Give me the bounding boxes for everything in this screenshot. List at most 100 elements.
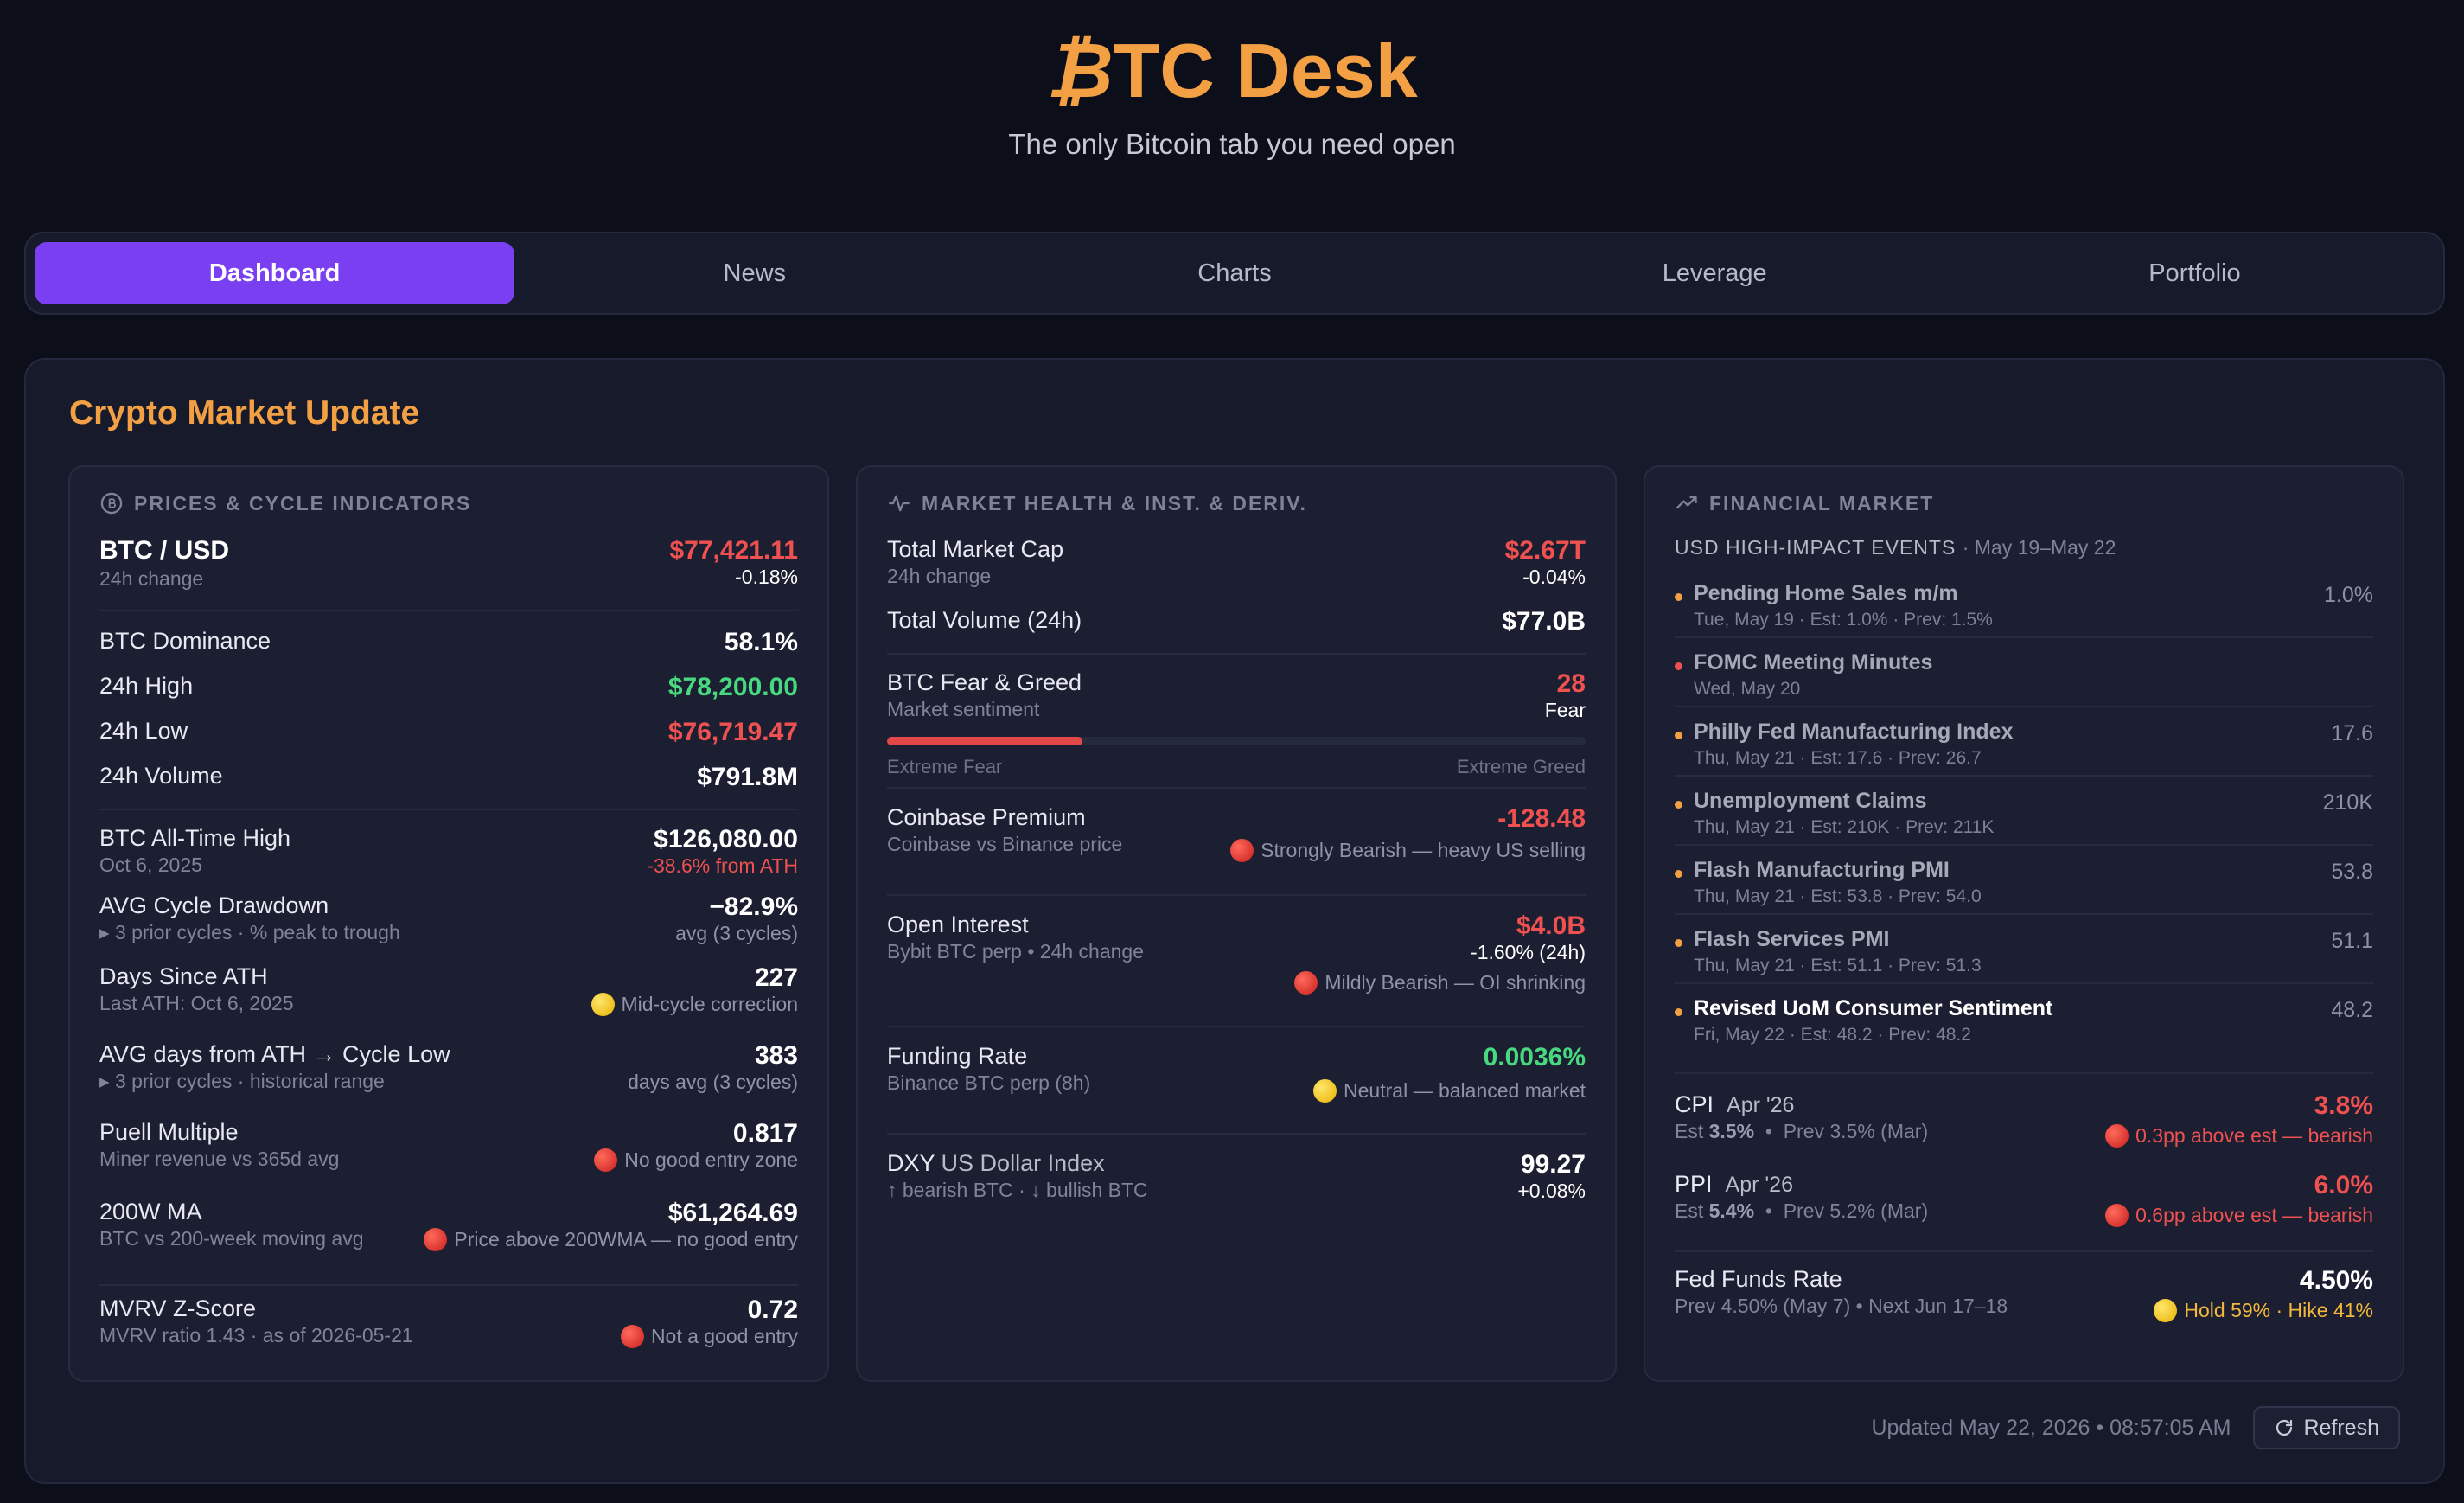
event-item[interactable]: Flash Services PMI Thu, May 21 · Est: 51.… [1675, 927, 2373, 976]
divider [1675, 844, 2373, 846]
event-title: Pending Home Sales m/m [1694, 581, 1958, 605]
events-head-label: USD HIGH-IMPACT EVENTS [1675, 536, 1957, 559]
pair-label: BTC / USD [99, 536, 229, 565]
drawdown-note: avg (3 cycles) [675, 922, 798, 944]
event-item[interactable]: Flash Manufacturing PMI Thu, May 21 · Est… [1675, 858, 2373, 907]
financial-header-label: FINANCIAL MARKET [1709, 491, 1935, 515]
high-label: 24h High [99, 673, 194, 699]
tab-charts[interactable]: Charts [1197, 259, 1272, 287]
dxy-value: 99.27 [1520, 1150, 1586, 1179]
divider [887, 1026, 1586, 1027]
fed-funds-label: Fed Funds Rate [1675, 1266, 1842, 1292]
bitcoin-symbol: ₿ [1046, 28, 1114, 113]
financial-header: FINANCIAL MARKET [1675, 491, 1934, 515]
open-interest-note: Mildly Bearish — OI shrinking [1325, 971, 1586, 994]
event-meta: Thu, May 21 · Est: 53.8 · Prev: 54.0 [1694, 886, 1982, 906]
tab-leverage[interactable]: Leverage [1662, 259, 1767, 287]
event-item[interactable]: Unemployment Claims Thu, May 21 · Est: 21… [1675, 789, 2373, 838]
puell-note: No good entry zone [624, 1148, 798, 1171]
bullet-icon [1675, 801, 1682, 809]
bullet-icon [1675, 870, 1682, 878]
ath-row: BTC All-Time High Oct 6, 2025 $126,080.0… [99, 825, 798, 877]
mcap-row: Total Market Cap 24h change $2.67T -0.04% [887, 536, 1586, 588]
total-volume-label: Total Volume (24h) [887, 607, 1082, 633]
cpi-value: 3.8% [2314, 1091, 2373, 1120]
open-interest-value: $4.0B [1516, 911, 1586, 940]
refresh-button[interactable]: Refresh [2253, 1406, 2400, 1449]
total-volume-value: $77.0B [1502, 607, 1586, 636]
financial-market-panel: FINANCIAL MARKET USD HIGH-IMPACT EVENTS … [1644, 465, 2404, 1382]
open-interest-row: Open Interest Bybit BTC perp • 24h chang… [887, 911, 1586, 995]
event-title: Revised UoM Consumer Sentiment [1694, 996, 2053, 1020]
dominance-row: BTC Dominance 58.1% [99, 628, 798, 656]
cpi-est-label: Est [1675, 1120, 1704, 1142]
high-value: $78,200.00 [667, 673, 798, 701]
dxy-label: DXY [887, 1150, 935, 1176]
ath-label: BTC All-Time High [99, 825, 291, 851]
fed-funds-value: 4.50% [2299, 1266, 2373, 1295]
ma-row: 200W MA BTC vs 200-week moving avg $61,2… [99, 1199, 798, 1251]
caret-right-icon[interactable]: ▸ [99, 1070, 110, 1092]
fear-greed-fill [887, 737, 1083, 745]
mvrv-sub: MVRV ratio 1.43 · as of 2026-05-21 [99, 1324, 413, 1346]
puell-row: Puell Multiple Miner revenue vs 365d avg… [99, 1119, 798, 1172]
fear-greed-value: 28 [1556, 669, 1586, 698]
coinbase-label: Coinbase Premium [887, 804, 1086, 830]
tab-news[interactable]: News [723, 259, 787, 287]
funding-sub: Binance BTC perp (8h) [887, 1071, 1091, 1094]
low-value: $76,719.47 [667, 718, 798, 746]
app-title-text: TC Desk [1113, 28, 1418, 113]
main-tabs: Dashboard News Charts Leverage Portfolio [24, 232, 2445, 315]
drawdown-row: AVG Cycle Drawdown ▸ 3 prior cycles · % … [99, 892, 798, 944]
ath-date: Oct 6, 2025 [99, 854, 202, 876]
divider [1675, 775, 2373, 777]
dxy-change: +0.08% [1517, 1180, 1586, 1202]
days-value: 227 [754, 963, 798, 992]
dominance-value: 58.1% [724, 628, 798, 656]
ma-label: 200W MA [99, 1199, 202, 1225]
red-circle-icon [2105, 1204, 2129, 1227]
events-range: · May 19–May 22 [1962, 536, 2116, 559]
tab-dashboard[interactable]: Dashboard [35, 242, 515, 304]
low-label: 24h Low [99, 718, 188, 744]
pair-sub: 24h change [99, 567, 204, 590]
funding-label: Funding Rate [887, 1043, 1028, 1069]
funding-note: Neutral — balanced market [1344, 1079, 1586, 1102]
volume-row: 24h Volume $791.8M [99, 763, 798, 791]
event-item[interactable]: Pending Home Sales m/m Tue, May 19 · Est:… [1675, 581, 2373, 630]
funding-value: 0.0036% [1483, 1043, 1586, 1071]
event-item[interactable]: Philly Fed Manufacturing Index Thu, May 2… [1675, 720, 2373, 769]
divider [887, 787, 1586, 789]
divider [1675, 1072, 2373, 1074]
drawdown-label: AVG Cycle Drawdown [99, 892, 329, 918]
bullet-icon [1675, 662, 1682, 670]
event-value: 51.1 [2331, 929, 2373, 953]
ppi-period: Apr '26 [1725, 1173, 1793, 1197]
coin-icon [100, 492, 123, 515]
trending-up-icon [1676, 496, 1697, 509]
bullet-icon [1675, 593, 1682, 601]
divider [1675, 913, 2373, 915]
red-circle-icon [424, 1228, 448, 1251]
event-item[interactable]: Revised UoM Consumer Sentiment Fri, May 2… [1675, 996, 2373, 1046]
ppi-note: 0.6pp above est — bearish [2135, 1204, 2373, 1226]
divider [99, 809, 798, 810]
red-circle-icon [2105, 1124, 2129, 1148]
divider [1675, 636, 2373, 638]
cpi-label: CPI [1675, 1091, 1714, 1117]
red-circle-icon [594, 1148, 618, 1172]
tab-portfolio[interactable]: Portfolio [2148, 259, 2241, 287]
low-days-sub: 3 prior cycles · historical range [114, 1070, 385, 1092]
low-days-label: AVG days from ATH → Cycle Low [99, 1041, 450, 1067]
event-title: FOMC Meeting Minutes [1694, 650, 1933, 675]
high-row: 24h High $78,200.00 [99, 673, 798, 701]
divider [887, 653, 1586, 655]
mcap-label: Total Market Cap [887, 536, 1064, 562]
event-meta: Wed, May 20 [1694, 679, 1801, 699]
event-item[interactable]: FOMC Meeting Minutes Wed, May 20 [1675, 650, 2373, 700]
caret-right-icon[interactable]: ▸ [99, 921, 110, 943]
cpi-prev: Prev 3.5% (Mar) [1783, 1120, 1929, 1142]
ath-value: $126,080.00 [654, 825, 798, 854]
mvrv-label: MVRV Z-Score [99, 1295, 257, 1321]
drawdown-sub: 3 prior cycles · % peak to trough [114, 921, 400, 943]
